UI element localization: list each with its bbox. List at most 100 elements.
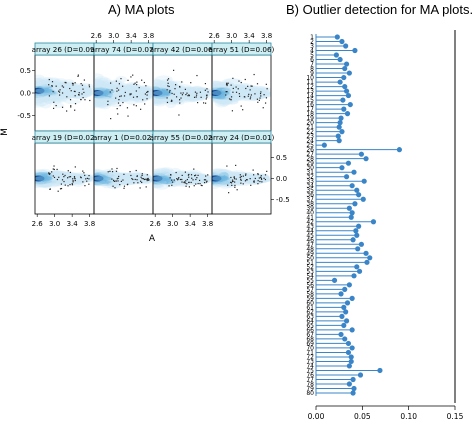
category-label: 55	[306, 277, 314, 284]
category-label: 40	[306, 210, 314, 217]
data-point	[363, 156, 369, 162]
data-point	[358, 151, 365, 157]
data-point	[346, 381, 352, 387]
category-label: 19	[306, 115, 314, 122]
data-point	[339, 313, 345, 319]
data-point	[337, 56, 343, 63]
x-tick-label: 0.00	[308, 412, 325, 421]
x-tick-label: 0.15	[447, 412, 464, 421]
data-point	[356, 192, 362, 198]
category-label: 50	[306, 255, 314, 262]
category-label: 3	[310, 43, 314, 50]
data-point	[341, 74, 347, 81]
category-label: 38	[306, 201, 314, 208]
category-label: 27	[306, 151, 314, 158]
strip-label: array 26 (D=0.09)	[32, 45, 98, 54]
data-point	[337, 79, 343, 85]
category-label: 16	[306, 102, 314, 109]
x-tick-label: 3.0	[108, 32, 119, 40]
category-label: 25	[306, 142, 314, 149]
y-tick-label: -0.5	[17, 112, 31, 120]
x-tick-label: 3.0	[49, 220, 60, 228]
data-point	[336, 138, 342, 144]
category-label: 59	[306, 295, 314, 302]
data-point	[349, 210, 355, 216]
x-tick-label: 3.4	[244, 32, 256, 40]
category-label: 30	[306, 165, 314, 172]
y-axis-label: M	[0, 128, 10, 136]
category-label: 26	[306, 147, 314, 154]
data-point	[338, 291, 344, 297]
data-point	[341, 106, 347, 112]
y-tick-label: -0.5	[276, 196, 290, 204]
data-point	[338, 115, 344, 121]
data-point	[342, 286, 348, 292]
category-label: 56	[306, 282, 314, 289]
data-point	[340, 97, 346, 103]
data-point	[343, 318, 350, 324]
category-label: 37	[306, 196, 314, 203]
data-point	[345, 92, 352, 99]
data-point	[377, 367, 383, 374]
category-label: 13	[306, 88, 314, 95]
data-point	[343, 174, 350, 180]
category-label: 52	[306, 264, 314, 271]
ma-panel: array 42 (D=0.06)	[150, 42, 216, 132]
data-point	[351, 385, 357, 392]
category-label: 10	[306, 75, 314, 82]
category-label: 39	[306, 205, 314, 212]
data-point	[344, 300, 351, 306]
category-label: 6	[310, 57, 314, 64]
y-tick-label: 0.5	[276, 154, 287, 162]
category-label: 35	[306, 187, 314, 194]
category-label: 78	[306, 381, 314, 388]
data-point	[352, 201, 358, 207]
category-label: 18	[306, 111, 314, 118]
strip-box	[211, 42, 272, 56]
data-point	[349, 183, 355, 189]
data-point	[334, 34, 340, 40]
category-label: 7	[310, 61, 314, 68]
category-label: 5	[310, 52, 314, 59]
category-label: 45	[306, 232, 314, 239]
data-point	[364, 259, 370, 265]
data-point	[345, 160, 352, 166]
category-label: 53	[306, 268, 314, 275]
data-point	[343, 309, 349, 315]
data-point	[341, 304, 347, 310]
x-tick-label: 3.4	[126, 32, 138, 40]
category-label: 72	[306, 354, 314, 361]
category-label: 51	[306, 259, 314, 266]
strip-label: array 74 (D=0.07)	[91, 45, 157, 54]
category-label: 31	[306, 169, 314, 176]
category-label: 14	[306, 93, 314, 100]
category-label: 69	[306, 340, 314, 347]
ma-plots-panel: array 26 (D=0.09)array 74 (D=0.07)array …	[0, 32, 290, 244]
outlier-plot-panel: 1234567891011121314151617181920212223242…	[306, 30, 464, 421]
panel-b-title: B) Outlier detection for MA plots.	[286, 2, 474, 17]
category-label: 34	[306, 183, 314, 190]
category-label: 43	[306, 223, 314, 230]
data-point	[370, 219, 377, 225]
ma-panel: array 24 (D=0.01)	[209, 130, 275, 215]
category-label: 48	[306, 246, 314, 253]
data-point	[363, 250, 369, 256]
strip-label: array 24 (D=0.01)	[209, 133, 275, 142]
category-label: 15	[306, 97, 314, 104]
data-point	[345, 340, 352, 347]
ma-panel: array 51 (D=0.06)	[209, 42, 275, 132]
category-label: 77	[306, 376, 314, 383]
x-tick-label: 2.6	[32, 220, 44, 228]
category-label: 33	[306, 178, 314, 185]
data-point	[338, 331, 344, 338]
strip-label: array 51 (D=0.06)	[209, 45, 275, 54]
data-point	[350, 237, 356, 243]
category-label: 79	[306, 385, 314, 392]
x-axis-label: A	[149, 234, 156, 244]
x-tick-label: 3.8	[202, 220, 213, 228]
data-point	[349, 295, 355, 301]
category-label: 22	[306, 129, 314, 136]
data-point	[343, 43, 349, 49]
category-label: 17	[306, 106, 314, 113]
